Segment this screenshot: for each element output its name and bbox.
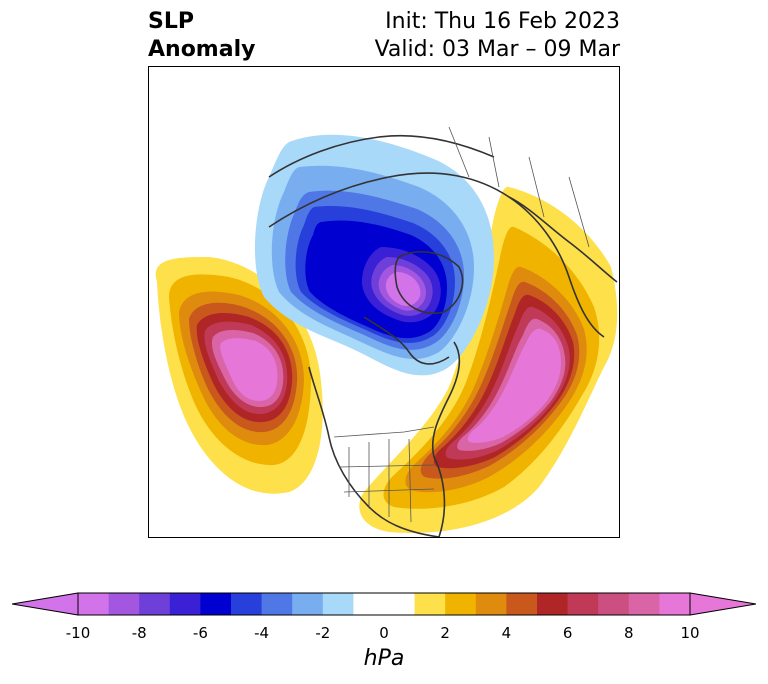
coastline-asia-north: [268, 134, 495, 178]
slp-anomaly-map: [155, 126, 618, 537]
colorbar-bin-10: [414, 593, 446, 615]
coastline-hudson-bay: [363, 316, 450, 365]
coastlines: [268, 134, 618, 537]
border-eurasia-4: [568, 176, 590, 248]
valid-range: Valid: 03 Mar – 09 Mar: [374, 37, 620, 62]
colorbar-bin-12: [475, 593, 507, 615]
title-anomaly: Anomaly: [148, 37, 256, 62]
contour-pacific-8: [220, 338, 278, 401]
colorbar-tick-label: -10: [65, 624, 91, 642]
coastline-north-america-east: [431, 341, 461, 537]
colorbar-tick-label: -2: [315, 624, 331, 642]
colorbar-bin-6: [261, 593, 293, 615]
border-us-canada: [333, 426, 435, 438]
colorbar-tick-label: -8: [131, 624, 147, 642]
colorbar-tick-label: 10: [680, 624, 700, 642]
colorbar-tick-label: 4: [501, 624, 512, 642]
colorbar-bin-11: [445, 593, 477, 615]
colorbar-bin-13: [506, 593, 538, 615]
colorbar-bin-7: [292, 593, 324, 615]
colorbar-bin-0: [78, 593, 110, 615]
init-date: Init: Thu 16 Feb 2023: [385, 9, 620, 34]
pacific-high-contours: [155, 257, 323, 494]
border-us-states-5: [338, 464, 435, 468]
coastline-europe: [508, 196, 618, 283]
border-eurasia-1: [448, 126, 470, 178]
contour-atlantic-8: [467, 328, 561, 443]
colorbar-unit: hPa: [363, 646, 405, 671]
coastline-north-america-west: [308, 366, 440, 537]
colorbar-tick-label: 0: [379, 624, 389, 642]
border-us-states-4: [408, 438, 412, 523]
coastline-greenland: [394, 251, 464, 314]
colorbar-bin-9: [353, 593, 416, 615]
border-us-states-6: [343, 488, 435, 493]
title-slp: SLP: [148, 9, 194, 34]
contour-arctic-9: [385, 272, 421, 307]
map-panel: [148, 66, 620, 538]
atlantic-high-contours: [359, 186, 618, 533]
colorbar-bins: [78, 593, 691, 615]
colorbar-bin-3: [169, 593, 201, 615]
colorbar-bin-2: [139, 593, 171, 615]
colorbar-tick-label: -4: [254, 624, 270, 642]
colorbar-tick-label: 6: [562, 624, 573, 642]
colorbar-over-arrow: [689, 592, 756, 616]
title-right: Init: Thu 16 Feb 2023 Valid: 03 Mar – 09…: [375, 8, 620, 64]
colorbar-bin-15: [567, 593, 599, 615]
colorbar: [12, 592, 756, 616]
colorbar-tick-label: -6: [192, 624, 208, 642]
colorbar-under-arrow: [12, 592, 79, 616]
colorbar-tick-label: 2: [440, 624, 450, 642]
colorbar-bin-8: [322, 593, 354, 615]
colorbar-bin-5: [231, 593, 263, 615]
colorbar-tick-label: 8: [624, 624, 634, 642]
country-borders: [333, 126, 590, 523]
coastline-eurasia: [268, 172, 605, 338]
colorbar-bin-14: [537, 593, 569, 615]
colorbar-outline: [77, 592, 691, 616]
colorbar-bin-4: [200, 593, 232, 615]
border-eurasia-2: [488, 136, 500, 188]
colorbar-bin-18: [659, 593, 691, 615]
colorbar-bin-17: [628, 593, 660, 615]
colorbar-bin-1: [108, 593, 140, 615]
border-eurasia-3: [528, 156, 545, 218]
colorbar-bin-16: [598, 593, 630, 615]
title-left: SLP Anomaly: [148, 8, 255, 64]
